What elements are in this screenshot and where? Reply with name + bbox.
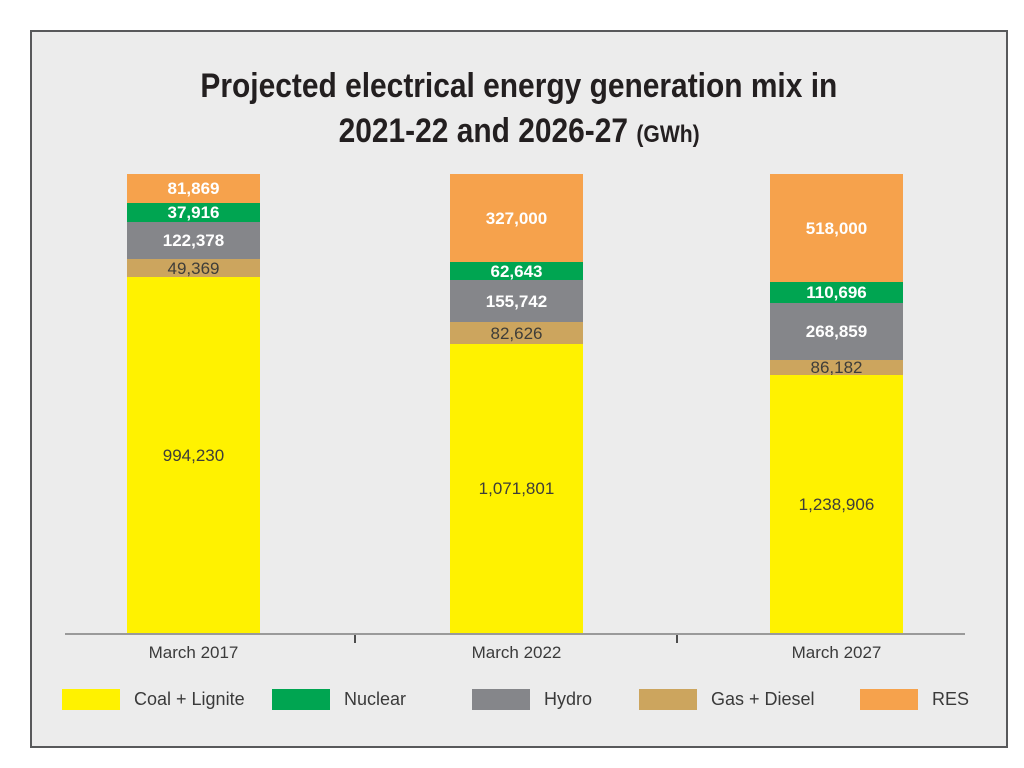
chart-title-text-1: Projected electrical energy generation m…	[200, 67, 838, 105]
bar-segment-nuclear-march-2017: 37,916	[127, 203, 260, 222]
segment-value-label: 110,696	[806, 283, 867, 302]
x-axis-tick-1	[354, 635, 356, 643]
x-axis-tick-2	[676, 635, 678, 643]
legend-label-hydro: Hydro	[544, 689, 593, 709]
segment-value-label: 86,182	[810, 358, 863, 377]
legend-label-nuclear: Nuclear	[344, 689, 407, 709]
bar-march-2017: 81,869 37,916 122,378 49,369 994,230	[127, 174, 260, 633]
chart-panel: Projected electrical energy generation m…	[30, 30, 1008, 748]
x-axis-label-march-2022: March 2022	[471, 643, 562, 662]
bar-segment-gas-march-2022: 82,626	[450, 322, 583, 344]
segment-value-label: 122,378	[162, 231, 225, 250]
segment-value-label: 327,000	[485, 208, 548, 228]
legend-swatch-res	[860, 689, 918, 710]
segment-value-label: 994,230	[162, 445, 225, 465]
legend-label-gas: Gas + Diesel	[711, 689, 815, 709]
bar-segment-hydro-march-2027: 268,859	[770, 303, 903, 360]
bar-segment-res-march-2017: 81,869	[127, 174, 260, 203]
chart-title-years: 2021-22 and 2026-27	[338, 112, 628, 150]
bar-march-2022: 327,000 62,643 155,742 82,626 1,071,801	[450, 174, 583, 633]
segment-value-label: 1,238,906	[798, 494, 875, 514]
x-axis-line	[65, 633, 965, 635]
chart-unit-label: (GWh)	[636, 121, 700, 148]
bar-march-2027: 518,000 110,696 268,859 86,182 1,238,906	[770, 174, 903, 633]
legend-label-coal: Coal + Lignite	[134, 689, 245, 709]
legend-swatch-nuclear	[272, 689, 330, 710]
chart-title-line-1: Projected electrical energy generation m…	[32, 64, 1006, 109]
segment-value-label: 49,369	[167, 258, 220, 278]
segment-value-label: 81,869	[167, 179, 220, 198]
legend-swatch-gas	[639, 689, 697, 710]
segment-value-label: 268,859	[805, 322, 868, 341]
x-axis-label-march-2017: March 2017	[148, 643, 239, 662]
segment-value-label: 155,742	[485, 291, 548, 311]
bar-segment-res-march-2022: 327,000	[450, 174, 583, 262]
chart-title-line-2: 2021-22 and 2026-27 (GWh)	[32, 109, 1006, 157]
segment-value-label: 82,626	[490, 323, 543, 343]
chart-title: Projected electrical energy generation m…	[32, 64, 1006, 157]
chart-title-text-2: 2021-22 and 2026-27 (GWh)	[338, 109, 699, 157]
bar-segment-hydro-march-2022: 155,742	[450, 280, 583, 322]
bar-segment-res-march-2027: 518,000	[770, 174, 903, 282]
segment-value-label: 1,071,801	[478, 479, 555, 498]
legend-label-res: RES	[932, 689, 970, 709]
bar-segment-coal-march-2017: 994,230	[127, 277, 260, 633]
segment-value-label: 62,643	[490, 261, 543, 281]
bar-segment-nuclear-march-2027: 110,696	[770, 282, 903, 303]
bar-segment-nuclear-march-2022: 62,643	[450, 262, 583, 280]
x-axis-label-march-2027: March 2027	[791, 643, 882, 662]
bar-segment-coal-march-2027: 1,238,906	[770, 375, 903, 633]
bar-segment-coal-march-2022: 1,071,801	[450, 344, 583, 633]
plot-area: 81,869 37,916 122,378 49,369 994,230 March 20…	[32, 32, 1006, 746]
bar-segment-hydro-march-2017: 122,378	[127, 222, 260, 259]
bar-segment-gas-march-2027: 86,182	[770, 358, 903, 377]
segment-value-label: 518,000	[805, 218, 868, 238]
legend-swatch-hydro	[472, 689, 530, 710]
segment-value-label: 37,916	[167, 203, 220, 222]
legend-swatch-coal	[62, 689, 120, 710]
bar-segment-gas-march-2017: 49,369	[127, 259, 260, 277]
